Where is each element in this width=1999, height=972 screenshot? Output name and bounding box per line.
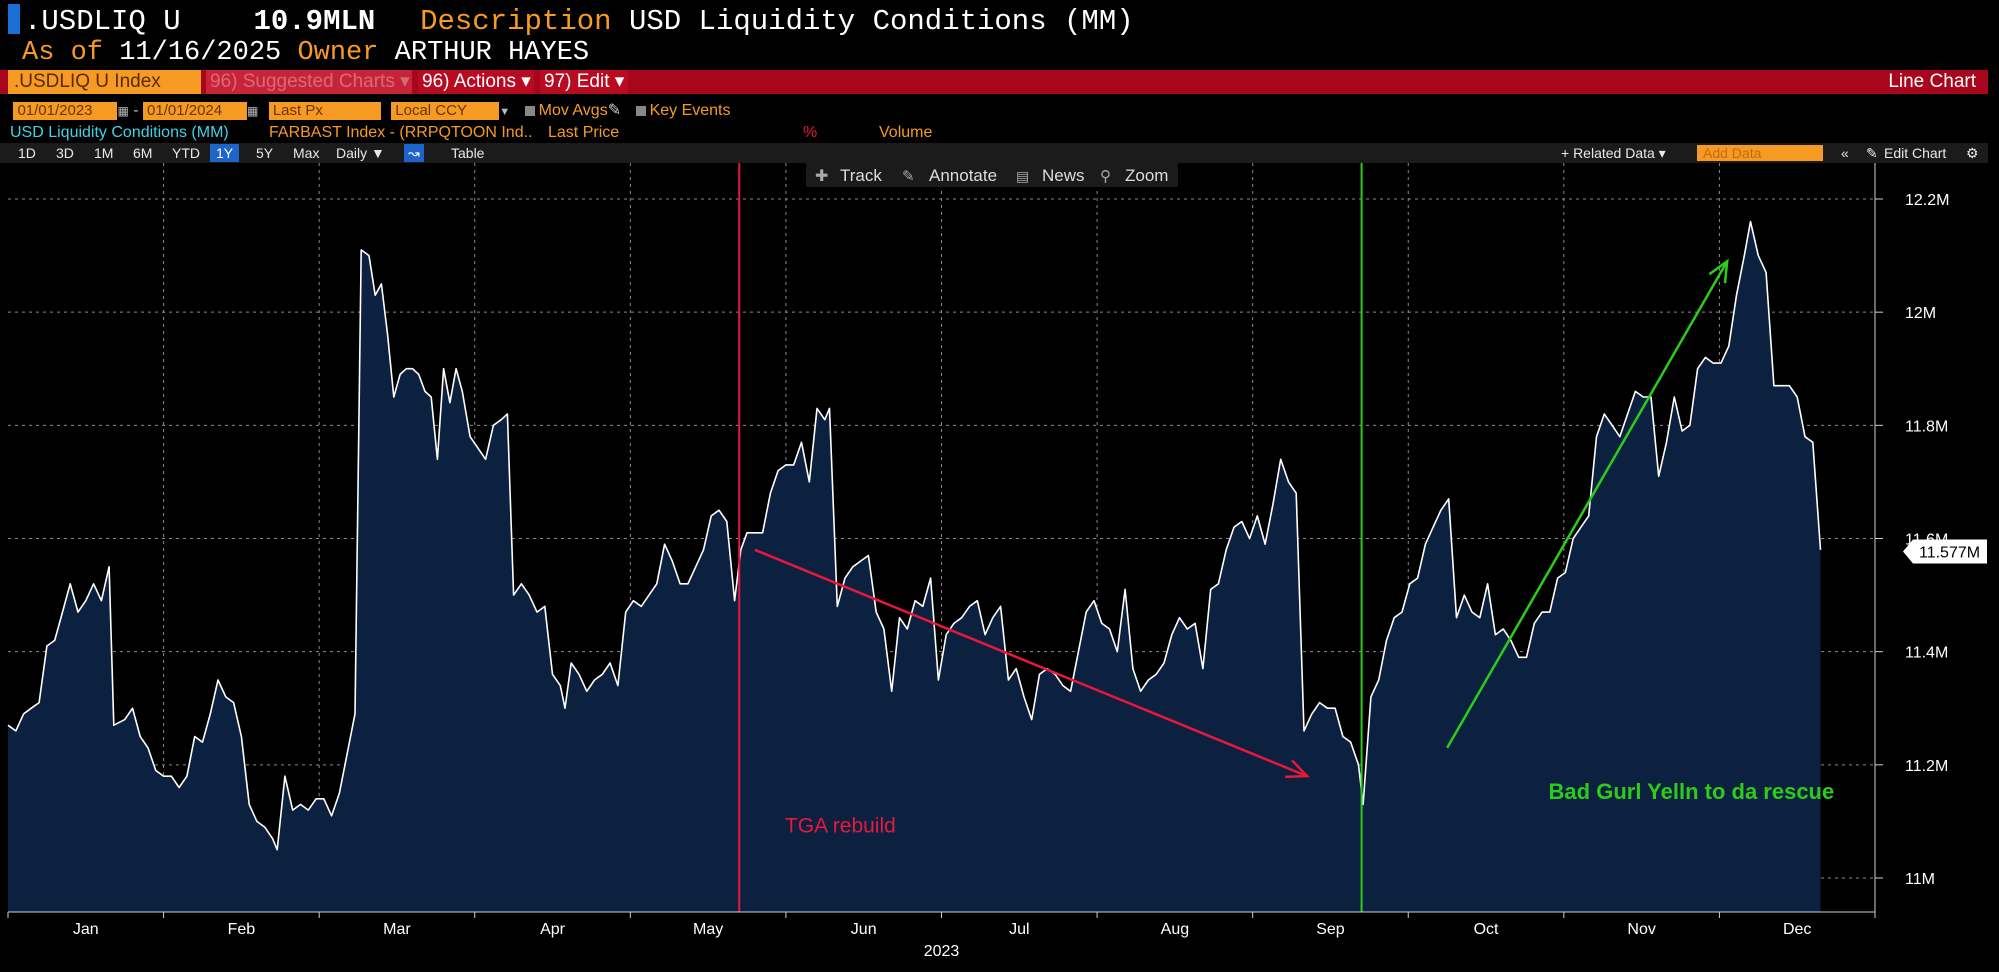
arrow-head <box>1285 759 1310 779</box>
index-field[interactable]: .USDLIQ U Index <box>8 70 201 94</box>
date-controls: 01/01/2023 ▦ - 01/01/2024 ▦ Last Px Local … <box>0 100 731 124</box>
owner-value: ARTHUR HAYES <box>394 38 590 68</box>
y-tick-label: 12.2M <box>1905 192 1949 209</box>
period-5y[interactable]: 5Y <box>256 145 274 161</box>
period-bar: 1D 3D 1M 6M YTD 1Y 5Y Max Daily ▼ ↝ Tabl… <box>0 143 1988 163</box>
pencil-icon[interactable]: ✎ <box>607 102 622 119</box>
news-icon[interactable]: ▤ <box>1016 168 1029 184</box>
x-month-label: Aug <box>1161 921 1189 938</box>
period-1y[interactable]: 1Y <box>210 144 240 162</box>
mov-avgs-label: Mov Avgs <box>538 102 608 119</box>
ticker-symbol: .USDLIQ U <box>24 5 181 38</box>
actions-button[interactable]: 96) Actions ▾ <box>418 70 534 94</box>
asof-label: As of <box>22 38 104 68</box>
frequency-select[interactable]: Daily ▼ <box>336 145 385 161</box>
chevron-down-icon[interactable]: ▼ <box>499 106 511 118</box>
gear-icon[interactable]: ⚙ <box>1966 145 1979 161</box>
suggested-charts-button[interactable]: 96) Suggested Charts ▾ <box>206 70 412 94</box>
annotation-arrows <box>754 258 1729 779</box>
arrow-head <box>1708 258 1729 284</box>
period-3d[interactable]: 3D <box>56 145 74 161</box>
edit-chart-button[interactable]: Edit Chart <box>1884 145 1947 161</box>
x-month-label: Jan <box>73 921 99 938</box>
crosshair-icon[interactable]: ✚ <box>815 168 828 185</box>
y-tick-label: 11.2M <box>1905 758 1948 775</box>
legend-percent: % <box>803 124 818 141</box>
x-month-label: Feb <box>228 921 256 938</box>
x-month-label: Oct <box>1474 921 1499 938</box>
line-area-chart[interactable]: TGA rebuild Bad Gurl Yelln to da rescue 1… <box>0 163 1999 972</box>
x-month-label: Jun <box>851 921 877 938</box>
x-year-label: 2023 <box>924 943 960 960</box>
main-toolbar: .USDLIQ U Index 96) Suggested Charts ▾ 9… <box>0 70 1988 94</box>
description-label: Description <box>420 5 612 38</box>
chart-tools: ✚ Track ✎ Annotate ▤ News ⚲ Zoom <box>806 163 1178 187</box>
collapse-icon[interactable]: « <box>1841 145 1849 161</box>
edit-button[interactable]: 97) Edit ▾ <box>540 70 628 94</box>
trend-arrow <box>754 548 1308 778</box>
y-tick-label: 11.8M <box>1905 418 1948 435</box>
period-max[interactable]: Max <box>293 145 320 161</box>
y-tick-label: 11.4M <box>1905 645 1948 662</box>
x-month-label: Sep <box>1316 921 1345 938</box>
period-1d[interactable]: 1D <box>18 145 36 161</box>
legend-series-1[interactable]: USD Liquidity Conditions (MM) <box>10 124 229 141</box>
last-value-flag <box>1903 539 1987 564</box>
x-month-label: Apr <box>540 921 566 938</box>
y-tick-label: 12M <box>1905 305 1936 322</box>
x-axis: Jan Feb Mar Apr May Jun Jul Aug Sep Oct Nov Dec 2023 <box>7 911 1876 960</box>
x-month-label: May <box>693 921 723 938</box>
search-icon[interactable]: ⚲ <box>1100 168 1111 185</box>
calendar-icon[interactable]: ▦ <box>117 104 129 118</box>
description-value: USD Liquidity Conditions (MM) <box>628 5 1134 38</box>
legend-volume: Volume <box>879 124 933 141</box>
x-month-label: Mar <box>383 921 411 938</box>
field-select[interactable]: Last Px <box>268 101 381 120</box>
x-month-label: Jul <box>1009 921 1029 938</box>
calendar-icon[interactable]: ▦ <box>247 104 259 118</box>
legend-last-price: Last Price <box>548 124 620 141</box>
x-month-label: Dec <box>1783 921 1811 938</box>
track-button[interactable]: Track <box>840 166 882 185</box>
start-date-field[interactable]: 01/01/2023 <box>13 101 118 120</box>
pencil-icon[interactable]: ✎ <box>902 168 915 185</box>
annotation-text: TGA rebuild <box>785 815 896 838</box>
annotate-button[interactable]: Annotate <box>929 166 997 185</box>
news-button[interactable]: News <box>1042 166 1085 185</box>
security-header: .USDLIQ U 10.9MLN Description USD Liquid… <box>0 4 1134 42</box>
asof-value: 11/16/2025 <box>119 38 282 68</box>
period-6m[interactable]: 6M <box>133 145 153 161</box>
series-line[interactable] <box>7 220 1822 851</box>
related-data-button[interactable]: + Related Data ▾ <box>1561 145 1666 161</box>
add-data-input[interactable]: Add Data <box>1697 145 1823 161</box>
annotation-texts: TGA rebuild Bad Gurl Yelln to da rescue <box>785 779 1834 838</box>
date-dash: - <box>133 102 139 119</box>
period-ytd[interactable]: YTD <box>172 145 200 161</box>
key-events-label: Key Events <box>649 102 731 119</box>
mov-avgs-checkbox[interactable] <box>524 105 535 116</box>
last-value-label: 11.577M <box>1919 545 1980 562</box>
key-events-checkbox[interactable] <box>635 105 646 116</box>
asof-header: As of 11/16/2025 Owner ARTHUR HAYES <box>0 38 589 72</box>
trend-arrow <box>1446 260 1729 749</box>
period-1m[interactable]: 1M <box>94 145 114 161</box>
currency-select[interactable]: Local CCY <box>391 101 500 120</box>
legend-series-2[interactable]: FARBAST Index - (RRPQTOON Ind.. <box>269 124 533 141</box>
series-area-fill <box>8 221 1821 913</box>
line-chart-label[interactable]: Line Chart <box>1888 71 1976 92</box>
annotation-text: Bad Gurl Yelln to da rescue <box>1549 779 1835 804</box>
zoom-button[interactable]: Zoom <box>1125 166 1168 185</box>
ticker-value: 10.9MLN <box>253 5 376 38</box>
y-tick-label: 11M <box>1905 871 1935 888</box>
vertical-markers <box>738 163 1363 912</box>
ticker-color-marker <box>8 4 20 34</box>
table-button[interactable]: Table <box>451 145 485 161</box>
line-chart-icon[interactable]: ↝ <box>404 144 424 162</box>
owner-label: Owner <box>297 38 379 68</box>
pencil-icon[interactable]: ✎ <box>1866 145 1878 161</box>
x-month-label: Nov <box>1627 921 1655 938</box>
end-date-field[interactable]: 01/01/2024 <box>143 101 248 120</box>
